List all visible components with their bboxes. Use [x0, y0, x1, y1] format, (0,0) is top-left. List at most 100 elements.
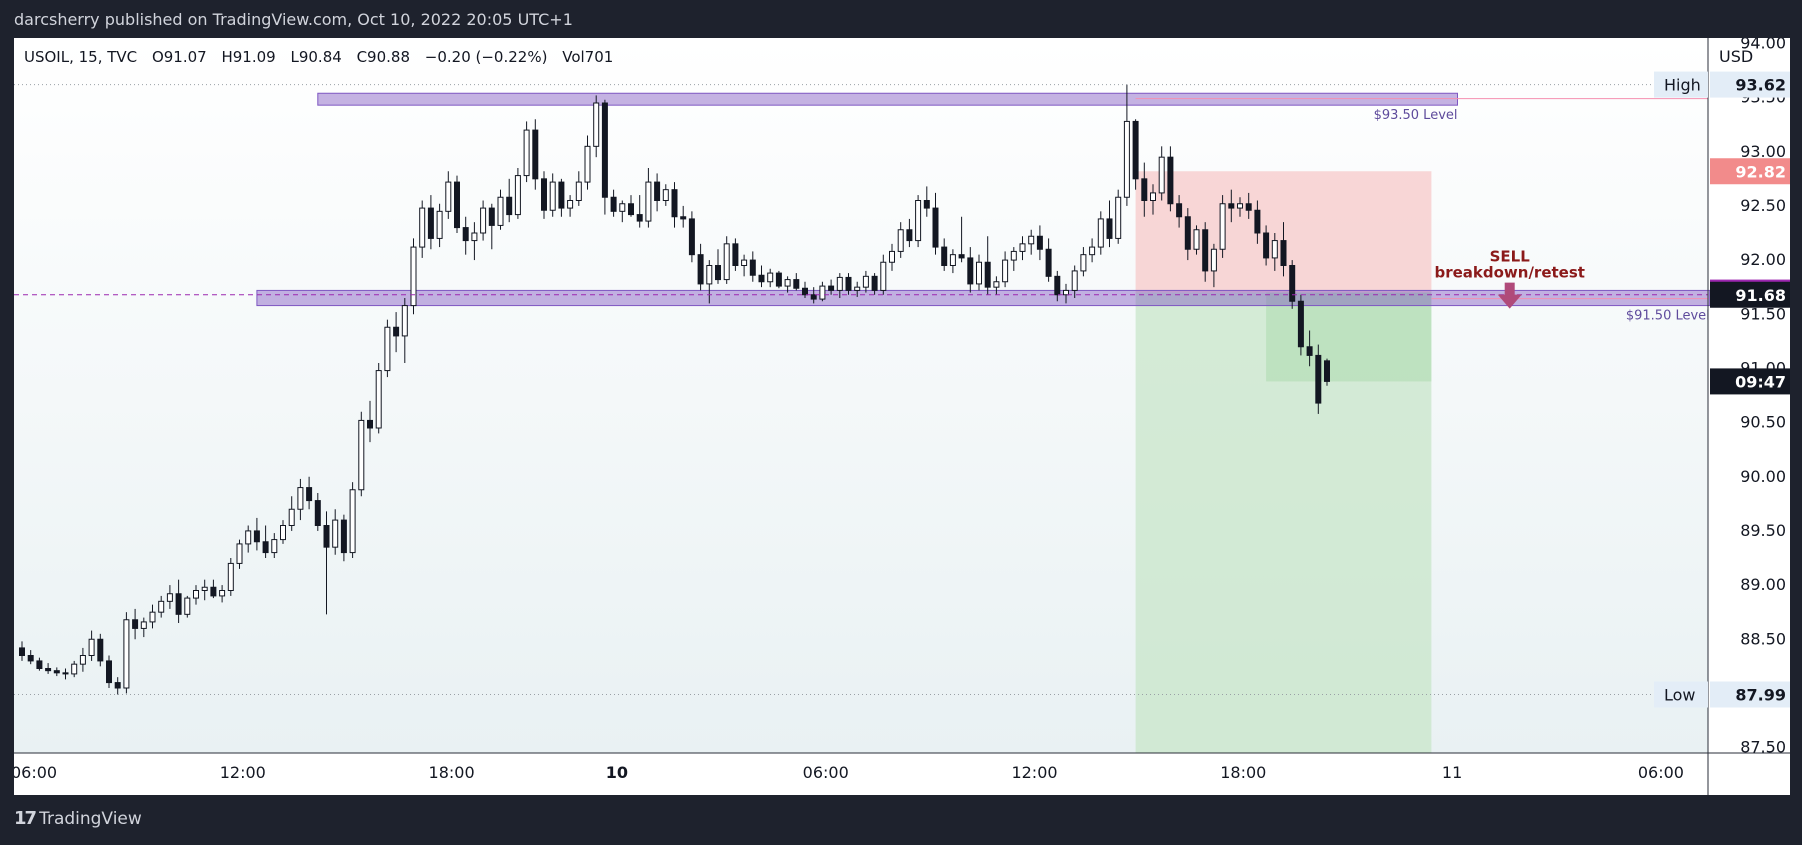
candle-body[interactable]	[1036, 235, 1043, 250]
candle-body[interactable]	[932, 207, 939, 248]
candle-body[interactable]	[1150, 192, 1156, 202]
candle-body[interactable]	[636, 214, 643, 222]
candle-body[interactable]	[175, 593, 182, 615]
candle-body[interactable]	[958, 254, 965, 259]
candle-body[interactable]	[697, 254, 704, 285]
candle-body[interactable]	[828, 285, 835, 291]
candle-body[interactable]	[715, 265, 721, 281]
candle-body[interactable]	[1132, 120, 1139, 180]
candle-body[interactable]	[923, 200, 930, 209]
candle-body[interactable]	[1019, 243, 1026, 252]
candle-body[interactable]	[749, 259, 756, 276]
candle-body[interactable]	[1263, 232, 1270, 259]
candle-body[interactable]	[1210, 248, 1217, 272]
candle-body[interactable]	[732, 243, 739, 266]
candle-body[interactable]	[949, 254, 956, 267]
candle-body[interactable]	[628, 203, 634, 216]
candle-body[interactable]	[1080, 254, 1087, 272]
candle-body[interactable]	[1306, 346, 1313, 356]
candle-body[interactable]	[158, 600, 165, 613]
candle-body[interactable]	[236, 543, 243, 564]
candle-body[interactable]	[706, 265, 713, 285]
candle-body[interactable]	[1176, 203, 1183, 218]
candle-body[interactable]	[114, 682, 121, 689]
symbol-legend[interactable]: USOIL, 15, TVC O91.07 H91.09 L90.84 C90.…	[24, 48, 613, 66]
candle-body[interactable]	[1028, 235, 1035, 245]
candle-body[interactable]	[123, 619, 130, 689]
candle-body[interactable]	[445, 181, 452, 212]
candle-body[interactable]	[1054, 275, 1061, 296]
candle-body[interactable]	[53, 670, 60, 674]
profit-target-zone[interactable]	[1135, 292, 1432, 753]
candle-body[interactable]	[967, 257, 974, 285]
candle-body[interactable]	[462, 227, 469, 242]
candle-body[interactable]	[523, 129, 530, 177]
candle-body[interactable]	[201, 586, 208, 591]
candle-body[interactable]	[132, 619, 139, 629]
candle-body[interactable]	[1089, 246, 1096, 256]
candle-body[interactable]	[349, 489, 356, 554]
candle-body[interactable]	[1219, 203, 1226, 250]
level-zone-1[interactable]	[256, 289, 1711, 307]
candle-body[interactable]	[897, 229, 904, 252]
price-axis[interactable]: 94.0093.5093.0092.5092.0091.5091.0090.50…	[1740, 33, 1786, 757]
candle-body[interactable]	[993, 281, 1000, 288]
candle-body[interactable]	[1289, 265, 1296, 302]
candle-body[interactable]	[36, 660, 43, 670]
candle-body[interactable]	[1184, 216, 1191, 250]
candle-body[interactable]	[1010, 250, 1017, 261]
candle-body[interactable]	[306, 487, 313, 502]
candle-body[interactable]	[314, 500, 321, 527]
chart-frame[interactable]: $93.50 Level $91.50 Level SELL breakdown/r…	[11, 33, 1790, 795]
time-axis[interactable]: 06:00 12:00 18:00 10 06:00 12:00 18:00 11 06:00	[11, 763, 1684, 782]
candle-body[interactable]	[436, 210, 443, 239]
candle-body[interactable]	[1202, 229, 1209, 272]
candle-body[interactable]	[541, 178, 547, 211]
candle-body[interactable]	[575, 181, 582, 201]
candle-body[interactable]	[288, 508, 295, 526]
candle-body[interactable]	[506, 196, 513, 216]
candle-body[interactable]	[1228, 203, 1235, 209]
candle-body[interactable]	[1158, 156, 1165, 194]
candle-body[interactable]	[271, 539, 278, 554]
candle-body[interactable]	[567, 200, 574, 209]
candle-body[interactable]	[984, 261, 991, 288]
candle-body[interactable]	[97, 638, 104, 662]
candle-body[interactable]	[862, 275, 869, 288]
candle-body[interactable]	[27, 655, 34, 662]
candle-body[interactable]	[915, 200, 922, 242]
candle-body[interactable]	[375, 370, 382, 429]
candle-body[interactable]	[767, 272, 774, 283]
candle-body[interactable]	[488, 207, 495, 226]
candle-body[interactable]	[784, 279, 791, 287]
candle-body[interactable]	[1045, 248, 1052, 277]
candle-body[interactable]	[79, 655, 86, 665]
candle-body[interactable]	[1123, 120, 1130, 198]
candle-body[interactable]	[280, 525, 286, 541]
candle-body[interactable]	[1324, 360, 1330, 382]
candle-body[interactable]	[471, 232, 478, 242]
candle-body[interactable]	[253, 530, 260, 543]
candle-body[interactable]	[1167, 156, 1174, 205]
candle-body[interactable]	[454, 181, 460, 229]
candle-body[interactable]	[88, 638, 95, 656]
candle-body[interactable]	[1063, 289, 1069, 296]
candle-body[interactable]	[410, 246, 417, 307]
candle-body[interactable]	[401, 305, 408, 337]
candle-body[interactable]	[758, 274, 765, 283]
candle-body[interactable]	[497, 196, 504, 226]
candle-body[interactable]	[1002, 259, 1009, 283]
candle-body[interactable]	[906, 229, 913, 242]
candle-body[interactable]	[262, 541, 269, 554]
candle-body[interactable]	[480, 207, 487, 234]
candle-body[interactable]	[219, 590, 226, 597]
candle-body[interactable]	[845, 276, 852, 291]
candle-body[interactable]	[1297, 300, 1304, 348]
candle-body[interactable]	[1193, 229, 1200, 250]
candle-body[interactable]	[393, 326, 400, 337]
candle-body[interactable]	[323, 525, 330, 548]
candle-body[interactable]	[662, 189, 669, 202]
candle-body[interactable]	[62, 672, 69, 675]
candle-body[interactable]	[1271, 240, 1278, 259]
candle-body[interactable]	[810, 294, 817, 300]
